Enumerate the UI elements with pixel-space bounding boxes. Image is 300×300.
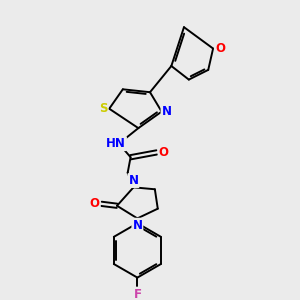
Text: HN: HN	[106, 137, 126, 150]
Text: N: N	[128, 174, 139, 187]
Text: O: O	[215, 42, 225, 55]
Text: N: N	[132, 219, 142, 232]
Text: O: O	[159, 146, 169, 159]
Text: O: O	[90, 197, 100, 210]
Text: F: F	[134, 288, 141, 300]
Text: S: S	[99, 102, 108, 115]
Text: N: N	[161, 105, 172, 118]
